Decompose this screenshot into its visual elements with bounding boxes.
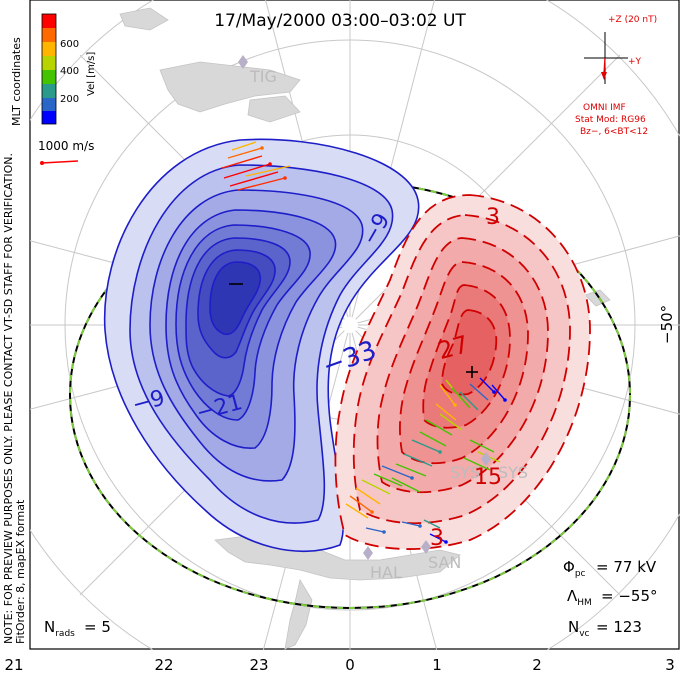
mlt-tick-0: 0	[345, 656, 355, 674]
contour-label-pos-15: 15	[474, 465, 502, 490]
phi-pc-label: Φpc	[563, 558, 586, 579]
station-label-sys-2: SYS	[498, 463, 528, 482]
land	[119, 7, 611, 650]
imf-y-label: +Y	[628, 57, 642, 67]
mlt-tick-1: 1	[432, 656, 442, 674]
colorbar-axis-label: Vel [m/s]	[86, 52, 97, 96]
stat-model-line2: Bz−, 6<BT<12	[580, 127, 648, 137]
mlt-tick-23: 23	[249, 656, 268, 674]
lambda-hm-label: ΛHM	[567, 587, 592, 608]
vector-scale-label: 1000 m/s	[38, 139, 94, 153]
velocity-vectors	[221, 141, 506, 543]
station-markers	[238, 55, 491, 560]
phi-pc-value: = 77 kV	[596, 558, 657, 576]
nrads-label: Nrads	[44, 618, 75, 639]
latitude-label: −50°	[658, 305, 676, 344]
mlt-tick-2: 2	[532, 656, 542, 674]
mlt-tick-3: 3	[665, 656, 675, 674]
station-label-san: SAN	[428, 553, 461, 572]
mlt-coordinates-label: MLT coordinates	[10, 37, 23, 126]
mlt-tick-21: 21	[4, 656, 23, 674]
nvc-label: Nvc	[568, 618, 590, 639]
contour-label-pos-3-upper: 3	[486, 205, 500, 230]
fit-order-note: FitOrder: 8, mapEX format	[14, 499, 27, 644]
velocity-colorbar	[41, 13, 57, 125]
mlt-axis: 21 22 23 0 1 2 3	[4, 656, 674, 674]
map-title: 17/May/2000 03:00–03:02 UT	[214, 11, 466, 31]
imf-dial	[584, 32, 628, 84]
nvc-value: = 123	[596, 618, 642, 636]
imf-z-label: +Z (20 nT)	[608, 15, 657, 25]
vector-origins	[260, 146, 507, 544]
magnetic-pole-marker	[342, 317, 358, 333]
preview-note: NOTE: FOR PREVIEW PURPOSES ONLY. PLEASE …	[2, 153, 15, 644]
mlt-tick-22: 22	[154, 656, 173, 674]
station-label-hal: HAL	[370, 563, 402, 582]
station-labels: TIG HAL SAN SYS SYS	[249, 67, 528, 582]
stat-model-line1: Stat Mod: RG96	[575, 115, 646, 125]
lambda-hm-value: = −55°	[601, 587, 658, 605]
station-label-tig: TIG	[249, 67, 277, 86]
imf-source: OMNI IMF	[583, 103, 626, 113]
negative-potential-cell	[103, 138, 420, 553]
positive-potential-cell	[334, 194, 591, 550]
colorbar-tick-400: 400	[60, 66, 79, 77]
vector-scale-arrow	[41, 160, 79, 164]
contour-label-pos-3-lower: 3	[430, 526, 444, 551]
nrads-value: = 5	[84, 618, 111, 636]
stats-block: Φpc = 77 kV ΛHM = −55° Nvc = 123 Nrads =…	[44, 558, 658, 639]
colorbar-tick-200: 200	[60, 94, 79, 105]
station-label-sys-1: SYS	[450, 463, 480, 482]
colorbar-tick-600: 600	[60, 39, 79, 50]
